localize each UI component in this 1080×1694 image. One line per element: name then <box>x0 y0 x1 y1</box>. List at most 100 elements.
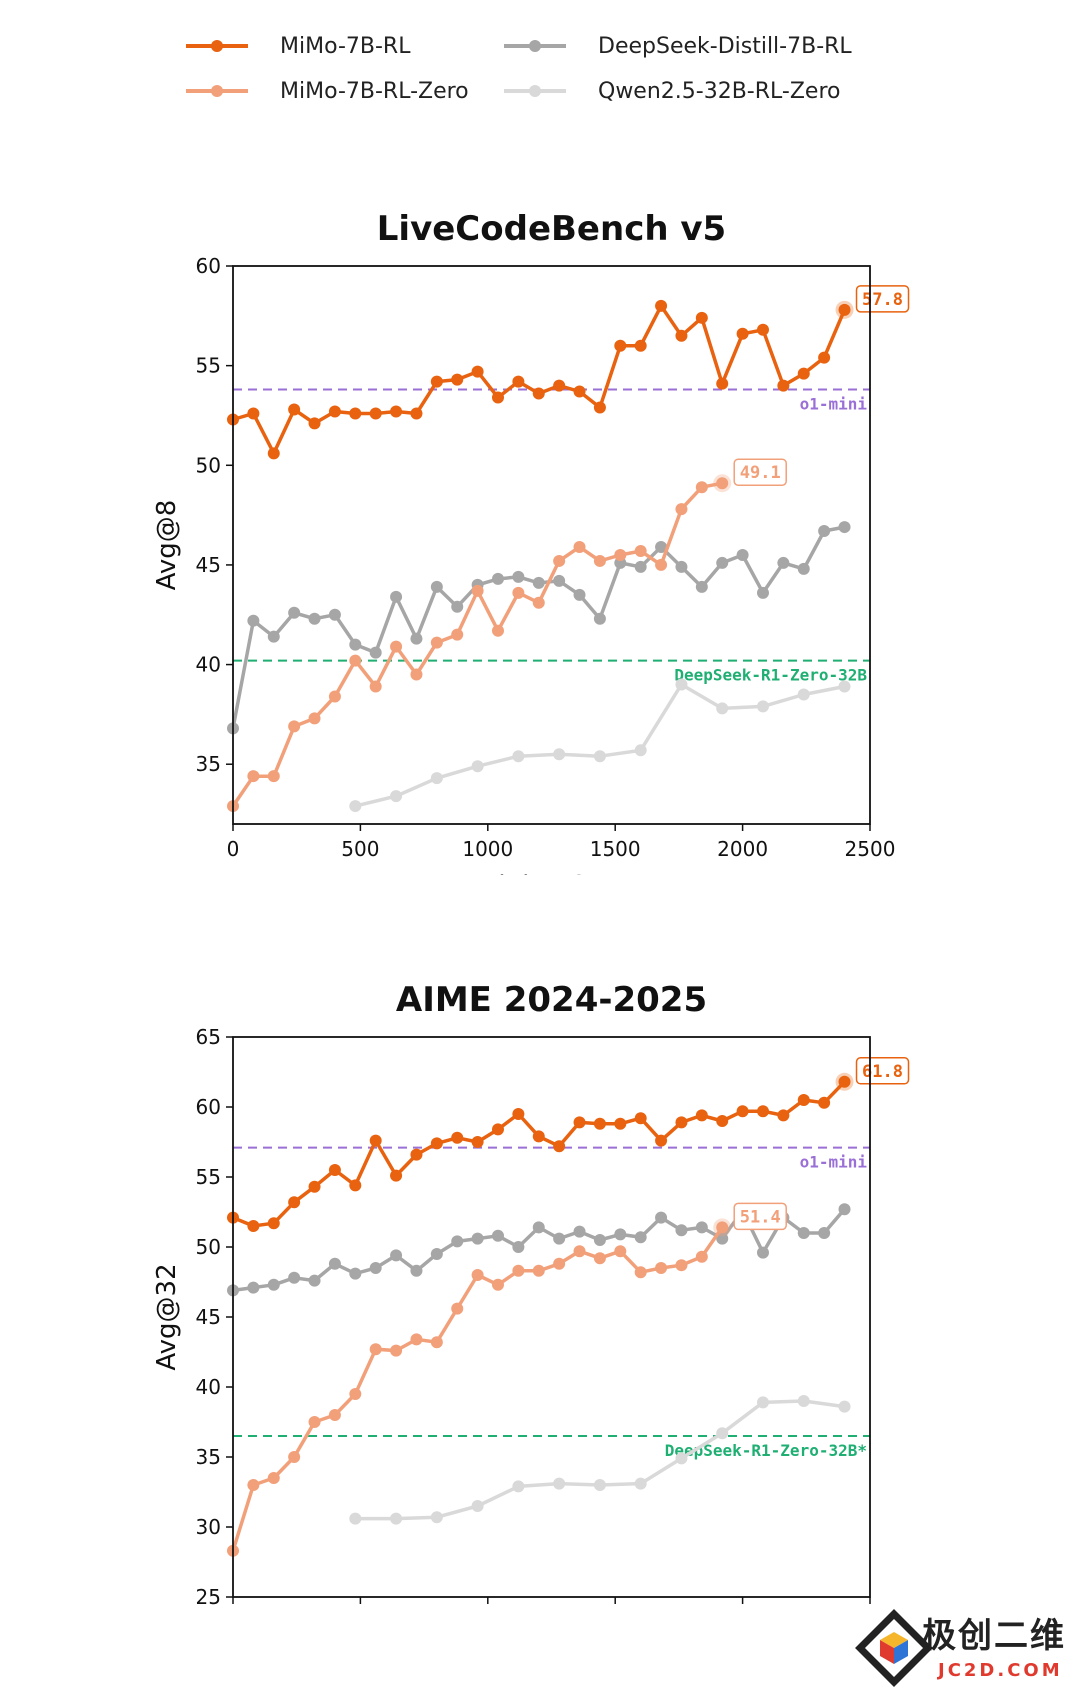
series-point-deepseek-distill-7b-rl <box>349 638 362 651</box>
reference-label-deepseek-r1-zero-32b: DeepSeek-R1-Zero-32B* <box>665 1441 867 1460</box>
series-point-mimo-7b-rl <box>512 1108 525 1120</box>
series-point-deepseek-distill-7b-rl <box>532 576 545 589</box>
series-point-qwen2-5-32b-rl-zero <box>593 1479 606 1491</box>
series-point-deepseek-distill-7b-rl <box>328 608 341 621</box>
series-point-mimo-7b-rl <box>349 407 362 420</box>
x-tick-label: 0 <box>227 837 240 861</box>
y-tick-label: 40 <box>196 653 221 677</box>
series-point-mimo-7b-rl <box>390 1169 403 1182</box>
series-point-mimo-7b-rl-zero <box>288 720 301 733</box>
series-point-mimo-7b-rl <box>756 323 769 336</box>
series-point-mimo-7b-rl-zero <box>716 477 729 490</box>
plot-frame <box>232 265 871 825</box>
series-point-mimo-7b-rl <box>532 387 545 400</box>
series-point-mimo-7b-rl <box>471 1136 484 1148</box>
series-point-mimo-7b-rl-zero <box>471 584 484 597</box>
series-point-qwen2-5-32b-rl-zero <box>349 800 362 813</box>
series-point-mimo-7b-rl <box>247 1220 260 1232</box>
y-tick-label: 55 <box>196 354 221 378</box>
series-point-mimo-7b-rl-zero <box>328 1409 341 1421</box>
series-point-mimo-7b-rl <box>573 385 586 398</box>
x-tick-label: 2000 <box>717 837 768 861</box>
series-point-mimo-7b-rl <box>308 1180 321 1193</box>
series-point-mimo-7b-rl-zero <box>247 1479 260 1491</box>
series-point-mimo-7b-rl <box>308 417 321 430</box>
series-point-qwen2-5-32b-rl-zero <box>512 750 525 763</box>
series-point-qwen2-5-32b-rl-zero <box>390 790 403 803</box>
series-point-mimo-7b-rl <box>716 1115 729 1127</box>
series-point-qwen2-5-32b-rl-zero <box>349 1512 362 1525</box>
y-tick-label: 50 <box>196 453 221 477</box>
series-point-mimo-7b-rl <box>491 1123 504 1136</box>
series-point-mimo-7b-rl-zero <box>308 1416 321 1428</box>
series-point-mimo-7b-rl <box>655 299 668 312</box>
series-point-mimo-7b-rl-zero <box>675 1259 688 1272</box>
reference-label-o1-mini: o1-mini <box>800 395 868 414</box>
series-line-mimo-7b-rl <box>232 304 847 456</box>
reference-label-o1-mini: o1-mini <box>800 1153 868 1172</box>
series-point-qwen2-5-32b-rl-zero <box>553 1477 566 1490</box>
series-point-qwen2-5-32b-rl-zero <box>634 744 647 757</box>
series-point-deepseek-distill-7b-rl <box>675 1224 688 1237</box>
series-point-qwen2-5-32b-rl-zero <box>634 1477 647 1490</box>
series-point-mimo-7b-rl <box>838 1075 851 1088</box>
series-point-deepseek-distill-7b-rl <box>777 556 790 569</box>
series-point-deepseek-distill-7b-rl <box>471 1232 484 1245</box>
series-point-deepseek-distill-7b-rl <box>797 562 810 575</box>
series-point-mimo-7b-rl <box>614 339 627 352</box>
x-tick-label: 1500 <box>590 837 641 861</box>
series-point-mimo-7b-rl-zero <box>532 596 545 609</box>
series-point-mimo-7b-rl <box>288 1196 301 1209</box>
series-point-mimo-7b-rl <box>471 365 484 378</box>
legend-item-qwen: Qwen2.5-32B-RL-Zero <box>500 73 840 109</box>
series-point-mimo-7b-rl <box>532 1130 545 1143</box>
series-point-mimo-7b-rl <box>634 1112 647 1125</box>
series-point-deepseek-distill-7b-rl <box>634 560 647 573</box>
y-tick-label: 65 <box>196 1025 221 1049</box>
series-point-qwen2-5-32b-rl-zero <box>471 760 484 773</box>
series-point-mimo-7b-rl-zero <box>655 1262 668 1274</box>
series-point-qwen2-5-32b-rl-zero <box>838 680 851 693</box>
series-point-mimo-7b-rl-zero <box>288 1451 301 1463</box>
series-line-deepseek-distill-7b-rl <box>231 525 845 729</box>
series-point-qwen2-5-32b-rl-zero <box>756 700 769 713</box>
series-point-deepseek-distill-7b-rl <box>573 588 586 601</box>
legend-label-mimo-rl-zero: MiMo-7B-RL-Zero <box>280 78 469 104</box>
series-point-mimo-7b-rl <box>818 351 831 364</box>
legend-label-deepseek-distill: DeepSeek-Distill-7B-RL <box>598 33 852 59</box>
final-label-mimo-7b-rl: 61.8 <box>862 1062 903 1082</box>
series-point-deepseek-distill-7b-rl <box>451 600 464 613</box>
series-point-mimo-7b-rl-zero <box>593 1252 606 1265</box>
series-point-mimo-7b-rl <box>553 379 566 392</box>
series-point-deepseek-distill-7b-rl <box>430 1248 443 1260</box>
final-label-mimo-7b-rl-zero: 51.4 <box>740 1207 781 1227</box>
series-point-deepseek-distill-7b-rl <box>655 1211 668 1224</box>
series-point-deepseek-distill-7b-rl <box>553 1232 566 1245</box>
series-point-mimo-7b-rl-zero <box>267 770 280 783</box>
watermark-title: 极创二维 <box>922 1616 1066 1656</box>
series-point-deepseek-distill-7b-rl <box>308 1274 321 1287</box>
series-point-mimo-7b-rl <box>756 1105 769 1118</box>
series-point-mimo-7b-rl-zero <box>512 586 525 599</box>
series-point-qwen2-5-32b-rl-zero <box>797 1395 810 1407</box>
watermark-sub: JC2D.COM <box>938 1660 1063 1681</box>
series-point-mimo-7b-rl <box>675 329 688 342</box>
series-point-mimo-7b-rl <box>430 375 443 388</box>
series-point-deepseek-distill-7b-rl <box>308 612 321 625</box>
series-point-deepseek-distill-7b-rl <box>797 1227 810 1239</box>
series-point-deepseek-distill-7b-rl <box>716 1232 729 1245</box>
series-point-mimo-7b-rl-zero <box>532 1264 545 1277</box>
y-tick-label: 60 <box>196 254 221 278</box>
series-point-mimo-7b-rl <box>512 375 525 388</box>
series-point-mimo-7b-rl-zero <box>369 680 382 693</box>
series-point-mimo-7b-rl-zero <box>369 1343 382 1356</box>
series-point-qwen2-5-32b-rl-zero <box>756 1396 769 1409</box>
series-point-deepseek-distill-7b-rl <box>512 570 525 583</box>
series-point-deepseek-distill-7b-rl <box>818 525 831 538</box>
x-axis-label: Training Steps <box>459 871 644 875</box>
series-point-deepseek-distill-7b-rl <box>491 572 504 585</box>
series-point-mimo-7b-rl <box>655 1134 668 1147</box>
y-tick-label: 40 <box>196 1375 221 1399</box>
series-point-mimo-7b-rl <box>553 1140 566 1153</box>
series-point-mimo-7b-rl <box>328 1164 341 1176</box>
